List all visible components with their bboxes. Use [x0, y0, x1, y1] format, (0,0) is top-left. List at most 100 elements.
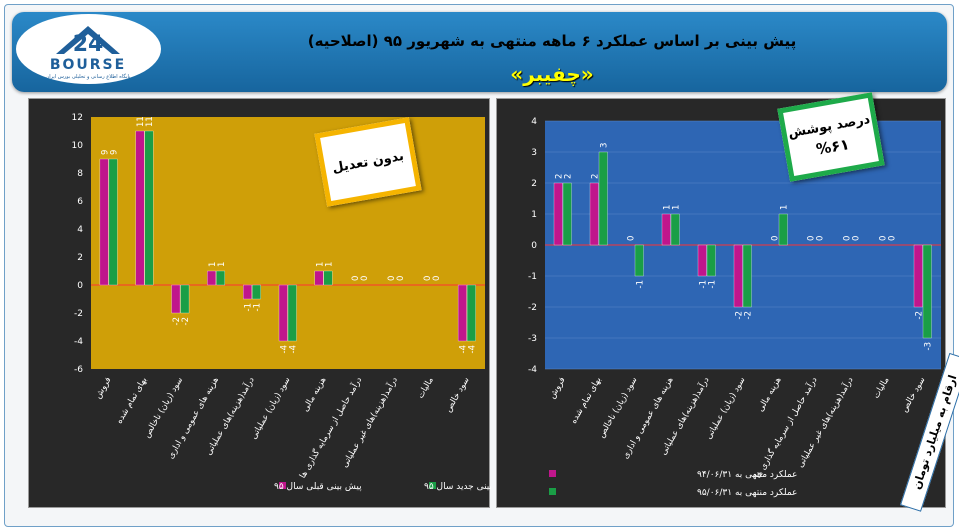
header-banner: پیش بینی بر اساس عملکرد ۶ ماهه منتهی به …	[12, 12, 947, 92]
y-tick-label: -6	[74, 365, 83, 375]
bar-magenta	[661, 213, 671, 246]
bar-value-label: -4	[289, 345, 299, 353]
bar-value-label: 2	[591, 174, 601, 179]
category-label: درآمد حاصل از سرمایه گذاری ها	[752, 374, 820, 480]
category-label: مالیات	[416, 376, 436, 401]
bar-value-label: 3	[600, 143, 610, 148]
legend-label: پیش بینی قبلی سال ۹۵	[274, 482, 362, 492]
bar-value-label: -2	[181, 317, 191, 325]
y-tick-label: -4	[528, 365, 537, 375]
bar-value-label: 1	[315, 262, 325, 267]
legend-swatch	[549, 470, 556, 477]
bar-value-label: -3	[924, 342, 934, 350]
bar-value-label: 2	[564, 174, 574, 179]
bar-value-label: 0	[879, 236, 889, 241]
bar-value-label: -2	[915, 311, 925, 319]
bar-green	[742, 244, 752, 308]
bar-green	[252, 284, 261, 300]
category-label: سود (زیان) ناخالص	[597, 376, 640, 440]
bar-value-label: 0	[423, 276, 433, 281]
y-tick-label: -1	[528, 272, 537, 282]
bar-value-label: 0	[852, 236, 862, 241]
y-tick-label: -2	[528, 303, 537, 313]
category-label: بهای تمام شده	[569, 376, 604, 426]
bar-value-label: 0	[387, 276, 397, 281]
bar-magenta	[243, 284, 252, 300]
category-label: هزینه مالی	[756, 376, 784, 414]
y-tick-label: 0	[531, 241, 537, 251]
bar-value-label: 0	[807, 236, 817, 241]
bar-green	[778, 213, 788, 246]
bar-value-label: -2	[744, 311, 754, 319]
category-label: مالیات	[871, 376, 891, 401]
bar-value-label: -1	[253, 303, 263, 311]
bar-magenta	[99, 158, 109, 286]
bar-magenta	[913, 244, 923, 308]
bar-value-label: 1	[672, 205, 682, 210]
bar-value-label: 1	[780, 205, 790, 210]
bar-green	[180, 284, 190, 314]
bar-magenta	[697, 244, 707, 277]
bar-magenta	[589, 182, 599, 246]
category-label: فروش	[93, 376, 113, 401]
legend-label: عملکرد منتهی به ۹۴/۰۶/۳۱	[697, 470, 797, 480]
bar-green	[323, 270, 333, 286]
bar-value-label: -1	[699, 280, 709, 288]
bar-value-label: 1	[217, 262, 227, 267]
category-label: درآمد حاصل از سرمایه گذاری ها	[296, 374, 364, 480]
y-tick-label: 2	[531, 179, 537, 189]
legend-swatch	[429, 482, 436, 489]
y-tick-label: 6	[77, 197, 83, 207]
y-tick-label: 2	[77, 253, 83, 263]
bar-value-label: 1	[663, 205, 673, 210]
bar-magenta	[314, 270, 324, 286]
bar-value-label: 0	[396, 276, 406, 281]
y-tick-label: -4	[74, 337, 83, 347]
bar-value-label: 0	[627, 236, 637, 241]
bar-green	[706, 244, 716, 277]
bar-value-label: -2	[172, 317, 182, 325]
coverage-title: درصد پوشش	[786, 111, 872, 141]
category-label: سود (زیان) عملیاتی	[704, 376, 748, 442]
company-name: «چفیبر»	[510, 62, 594, 86]
bar-magenta	[207, 270, 217, 286]
chart-previous-vs-new-forecast: -6 -4 -2 0 2 4 6 8 10 12 9 9 فروش 11 11 بهای تمام شده -2…	[28, 98, 491, 508]
bar-magenta	[171, 284, 181, 314]
bar-magenta	[553, 182, 563, 246]
bar-magenta	[457, 284, 467, 342]
category-label: سود خالص	[444, 376, 472, 415]
category-label: سود خالص	[900, 376, 928, 415]
legend-label: عملکرد منتهی به ۹۵/۰۶/۳۱	[697, 488, 797, 498]
bar-value-label: 0	[351, 276, 361, 281]
y-tick-label: -3	[528, 334, 537, 344]
bar-green	[922, 244, 932, 339]
category-label: سود (زیان) ناخالص	[142, 376, 185, 440]
bar-green	[634, 244, 644, 277]
legend-label: پیش بینی جدید سال ۹۵	[424, 482, 491, 492]
bar-magenta	[733, 244, 743, 308]
page-title: پیش بینی بر اساس عملکرد ۶ ماهه منتهی به …	[307, 32, 797, 50]
bourse-logo: 24 BOURSE پایگاه اطلاع رسانی و تحلیلی بو…	[16, 14, 161, 84]
legend-swatch	[279, 482, 286, 489]
legend-swatch	[549, 488, 556, 495]
y-tick-label: -2	[74, 309, 83, 319]
coverage-value: %۶۱	[814, 134, 851, 159]
bar-value-label: -1	[636, 280, 646, 288]
y-tick-label: 4	[531, 117, 537, 127]
category-label: بهای تمام شده	[115, 376, 150, 426]
bar-value-label: -4	[280, 345, 290, 353]
bar-green	[562, 182, 572, 246]
bar-value-label: 0	[843, 236, 853, 241]
bar-green	[216, 270, 226, 286]
bar-value-label: 9	[100, 150, 110, 155]
bar-magenta	[135, 130, 145, 286]
bar-value-label: 1	[208, 262, 218, 267]
category-label: سود (زیان) عملیاتی	[249, 376, 293, 442]
bar-green	[144, 130, 154, 286]
category-label: هزینه مالی	[301, 376, 329, 414]
y-tick-label: 1	[531, 210, 537, 220]
bar-value-label: 0	[888, 236, 898, 241]
bar-value-label: 1	[324, 262, 334, 267]
bar-value-label: -4	[459, 345, 469, 353]
